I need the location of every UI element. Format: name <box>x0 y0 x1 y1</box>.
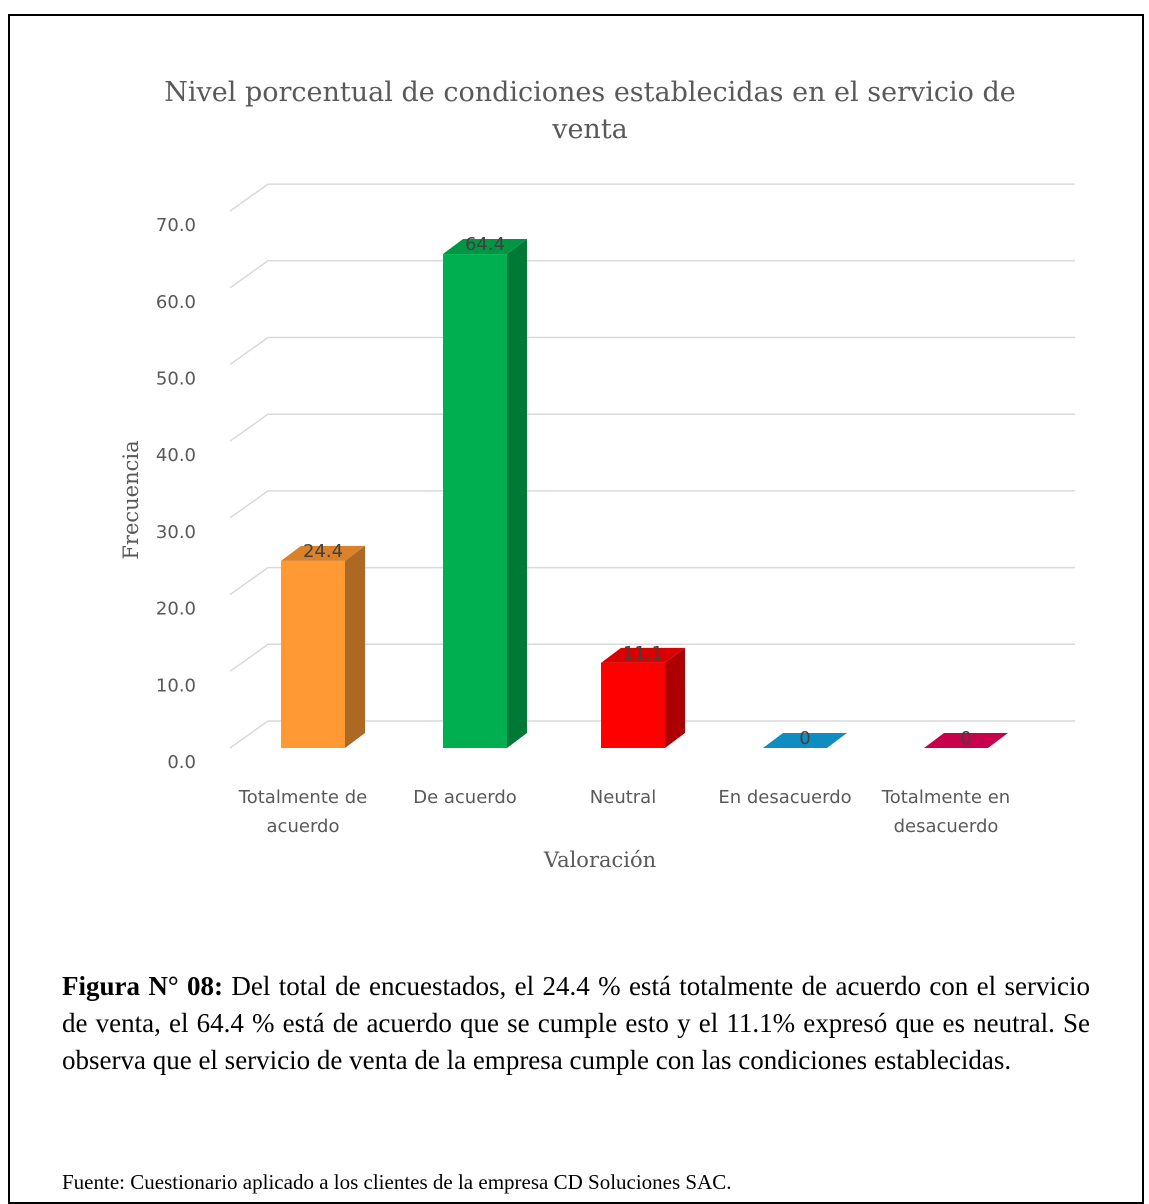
bar <box>601 647 685 748</box>
caption-label: Figura N° 08: <box>62 971 224 1001</box>
y-tick-label: 30.0 <box>156 522 196 543</box>
y-tick-label: 10.0 <box>156 675 196 696</box>
bar-side <box>507 239 527 748</box>
x-axis-label: Valoración <box>543 848 657 872</box>
category-label: Totalmente en <box>881 787 1010 808</box>
y-tick-label: 70.0 <box>156 215 196 236</box>
bar-front <box>443 254 507 748</box>
gridline <box>229 413 1075 442</box>
bar-top <box>443 239 527 255</box>
y-ticks: 0.0 10.0 20.0 30.0 40.0 50.0 60.0 70.0 <box>156 215 196 773</box>
bar-top <box>763 733 847 748</box>
category-label: En desacuerdo <box>718 787 851 808</box>
bar <box>924 733 1008 748</box>
data-label: 11.1 <box>623 643 663 664</box>
figure-frame <box>8 14 1144 1204</box>
bar-top <box>281 545 365 561</box>
y-tick-label: 0.0 <box>167 752 196 773</box>
chart: 0.0 10.0 20.0 30.0 40.0 50.0 60.0 70.0 24.4 64.4… <box>156 183 1075 837</box>
y-axis-label: Frecuencia <box>119 440 143 560</box>
caption-text: Del total de encuestados, el 24.4 % está… <box>62 971 1091 1075</box>
bar-front <box>281 560 345 748</box>
gridline <box>229 260 1075 289</box>
data-labels: 24.4 64.4 11.1 0 0 <box>303 234 972 749</box>
category-labels: Totalmente de acuerdo De acuerdo Neutral En … <box>238 787 1010 837</box>
data-label: 0 <box>960 728 971 749</box>
bar-side <box>665 647 685 748</box>
gridlines <box>229 183 1075 749</box>
bar-top <box>601 647 685 663</box>
data-label: 0 <box>799 728 810 749</box>
bars <box>281 239 1008 748</box>
gridline <box>229 490 1075 519</box>
gridline <box>229 183 1075 212</box>
bar <box>281 545 365 748</box>
data-label: 64.4 <box>465 234 505 255</box>
gridline <box>229 643 1075 672</box>
bar <box>443 239 527 748</box>
category-label: acuerdo <box>267 816 340 837</box>
source-note: Fuente: Cuestionario aplicado a los clie… <box>62 1170 732 1194</box>
bar <box>763 733 847 748</box>
category-label: De acuerdo <box>413 787 517 808</box>
figure-caption: Figura N° 08: Del total de encuestados, … <box>62 968 1090 1079</box>
category-label: Neutral <box>590 787 656 808</box>
y-tick-label: 50.0 <box>156 369 196 390</box>
y-tick-label: 20.0 <box>156 599 196 620</box>
category-label: desacuerdo <box>894 816 999 837</box>
bar-top <box>924 733 1008 748</box>
data-label: 24.4 <box>303 541 343 562</box>
gridline <box>229 336 1075 366</box>
gridline <box>229 720 1075 749</box>
bar-side <box>345 545 365 748</box>
y-tick-label: 60.0 <box>156 292 196 313</box>
gridline <box>229 566 1075 596</box>
y-tick-label: 40.0 <box>156 445 196 466</box>
chart-title: Nivel porcentual de condiciones establec… <box>164 77 1016 145</box>
category-label: Totalmente de <box>238 787 367 808</box>
bar-front <box>601 662 665 748</box>
